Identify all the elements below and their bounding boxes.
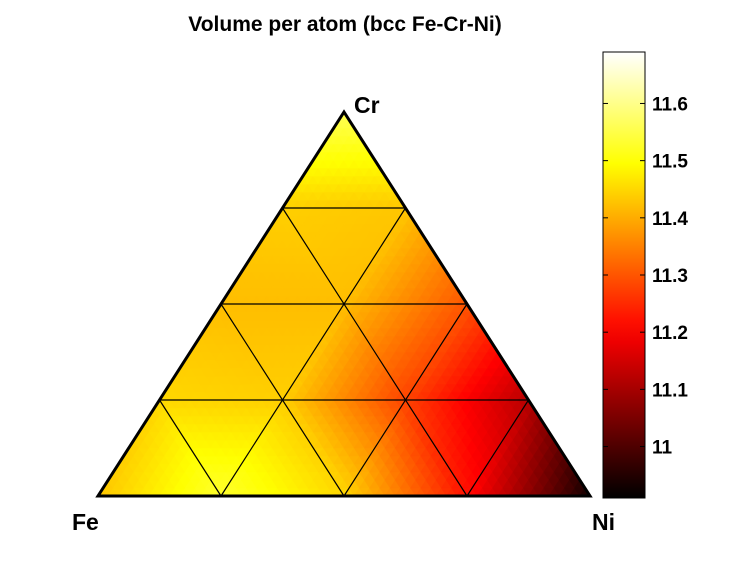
colorbar-tick-label-1: 11.1 (652, 380, 688, 401)
grid-line-fe-3 (158, 399, 222, 497)
colorbar-ticks: 11 11.1 11.2 11.3 11.4 11.5 11.6 (603, 94, 688, 459)
colorbar-tick-label-6: 11.6 (652, 94, 688, 115)
vertex-label-ni: Ni (592, 509, 615, 535)
grid-line-fe-1 (281, 207, 468, 497)
grid-line-ni-1 (220, 207, 407, 497)
grid-line-ni-2 (343, 303, 468, 497)
grid-line-fe-2 (220, 303, 345, 497)
ternary-grid (158, 207, 530, 497)
chart-title: Volume per atom (bcc Fe-Cr-Ni) (188, 13, 501, 36)
triangle-outline (95, 109, 593, 498)
colorbar-tick-label-4: 11.4 (652, 209, 688, 230)
colorbar (602, 51, 646, 499)
colorbar-tick-label-0: 11 (652, 438, 673, 459)
vertex-label-cr: Cr (354, 92, 380, 118)
vertex-label-fe: Fe (72, 509, 99, 535)
grid-line-ni-3 (466, 399, 530, 497)
colorbar-tick-label-3: 11.3 (652, 266, 688, 287)
colorbar-tick-label-5: 11.5 (652, 152, 688, 173)
heatmap-surface (98, 112, 590, 496)
colorbar-tick-label-2: 11.2 (652, 323, 688, 344)
